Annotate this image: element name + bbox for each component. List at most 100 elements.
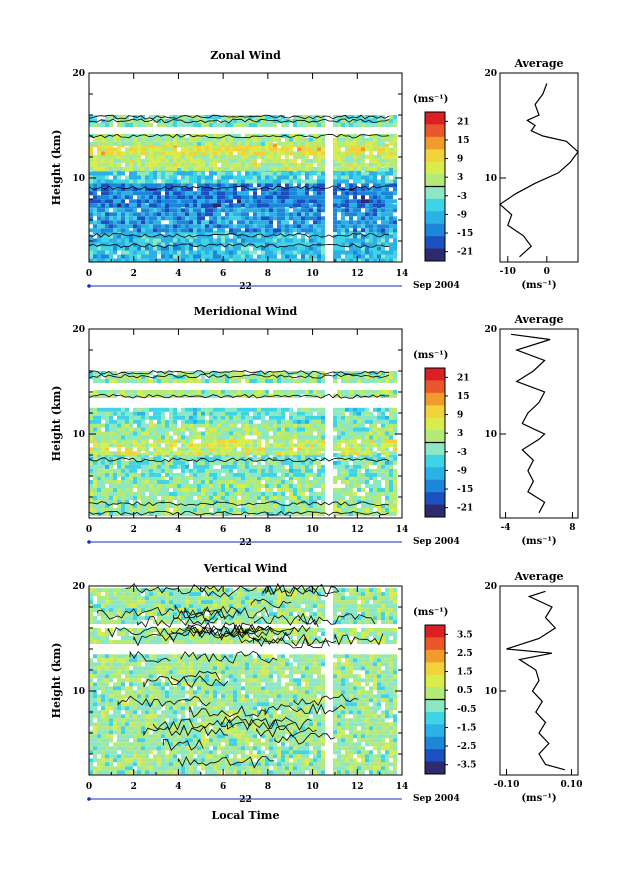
heatmap-cell	[145, 375, 149, 379]
heatmap-cell	[341, 500, 345, 504]
heatmap-cell	[181, 154, 185, 159]
heatmap-cell	[217, 250, 221, 255]
heatmap-cell	[253, 451, 257, 456]
heatmap-cell	[361, 480, 365, 484]
heatmap-cell	[333, 224, 337, 229]
heatmap-cell	[293, 456, 297, 461]
heatmap-cell	[205, 224, 209, 229]
heatmap-cell	[233, 435, 237, 440]
heatmap-cell	[93, 195, 97, 200]
heatmap-cell	[369, 492, 373, 496]
heatmap-cell	[261, 427, 265, 432]
heatmap-cell	[393, 496, 397, 500]
heatmap-cell	[181, 216, 185, 221]
heatmap-cell	[317, 250, 321, 255]
heatmap-cell	[281, 141, 285, 146]
heatmap-cell	[365, 115, 369, 119]
heatmap-cell	[93, 443, 97, 448]
heatmap-cell	[293, 411, 297, 416]
heatmap-cell	[125, 203, 129, 208]
heatmap-cell	[129, 254, 133, 259]
heatmap-cell	[173, 504, 177, 508]
heatmap-cell	[309, 411, 313, 416]
heatmap-cell	[217, 508, 221, 512]
heatmap-cell	[337, 460, 341, 465]
heatmap-cell	[161, 199, 165, 204]
heatmap-cell	[293, 484, 297, 488]
heatmap-cell	[165, 123, 169, 127]
heatmap-cell	[225, 443, 229, 448]
heatmap-cell	[393, 423, 397, 428]
heatmap-cell	[97, 228, 101, 233]
heatmap-cell	[349, 371, 353, 375]
heatmap-cell	[149, 419, 153, 424]
heatmap-cell	[125, 508, 129, 512]
heatmap-cell	[341, 115, 345, 119]
heatmap-cell	[217, 504, 221, 508]
heatmap-cell	[161, 423, 165, 428]
heatmap-cell	[89, 171, 93, 176]
heatmap-cell	[353, 158, 357, 163]
heatmap-cell	[313, 254, 317, 259]
heatmap-cell	[93, 476, 97, 480]
heatmap-cell	[113, 246, 117, 251]
heatmap-cell	[253, 158, 257, 163]
heatmap-cell	[285, 472, 289, 477]
heatmap-cell	[249, 492, 253, 496]
colorbar-swatch	[425, 161, 445, 175]
colorbar-swatch	[425, 124, 445, 138]
heatmap-cell	[101, 488, 105, 492]
heatmap-cell	[309, 254, 313, 259]
heatmap-cell	[165, 212, 169, 217]
heatmap-cell	[233, 238, 237, 243]
heatmap-cell	[357, 199, 361, 204]
heatmap-cell	[253, 115, 257, 119]
heatmap-cell	[357, 464, 361, 469]
heatmap-cell	[93, 224, 97, 229]
heatmap-cell	[93, 496, 97, 500]
heatmap-cell	[189, 375, 193, 379]
heatmap-cell	[193, 375, 197, 379]
heatmap-cell	[349, 133, 353, 138]
heatmap-cell	[293, 443, 297, 448]
heatmap-cell	[289, 447, 293, 452]
heatmap-cell	[169, 480, 173, 484]
heatmap-cell	[345, 423, 349, 428]
heatmap-cell	[109, 492, 113, 496]
heatmap-cell	[205, 183, 209, 188]
heatmap-cell	[161, 375, 165, 379]
heatmap-cell	[385, 258, 389, 263]
heatmap-cell	[281, 411, 285, 416]
heatmap-cell	[249, 183, 253, 188]
heatmap-cell	[301, 460, 305, 465]
heatmap-cell	[289, 254, 293, 259]
heatmap-cell	[353, 179, 357, 184]
heatmap-cell	[245, 254, 249, 259]
heatmap-cell	[389, 488, 393, 492]
heatmap-cell	[277, 411, 281, 416]
heatmap-cell	[285, 216, 289, 221]
heatmap-cell	[189, 147, 193, 152]
heatmap-cell	[129, 175, 133, 180]
heatmap-cell	[221, 242, 225, 247]
heatmap-cell	[349, 238, 353, 243]
heatmap-cell	[117, 411, 121, 416]
heatmap-cell	[353, 191, 357, 196]
heatmap-cell	[185, 375, 189, 379]
heatmap-cell	[217, 187, 221, 192]
heatmap-cell	[385, 419, 389, 424]
heatmap-cell	[317, 427, 321, 432]
heatmap-cell	[165, 484, 169, 488]
heatmap-cell	[385, 242, 389, 247]
heatmap-cell	[241, 476, 245, 480]
heatmap-cell	[245, 119, 249, 123]
heatmap-cell	[225, 175, 229, 180]
heatmap-cell	[221, 162, 225, 167]
heatmap-cell	[209, 166, 213, 171]
heatmap-cell	[141, 411, 145, 416]
heatmap-cell	[317, 447, 321, 452]
heatmap-cell	[373, 472, 377, 477]
heatmap-cell	[353, 123, 357, 127]
heatmap-cell	[141, 187, 145, 192]
heatmap-cell	[389, 115, 393, 119]
